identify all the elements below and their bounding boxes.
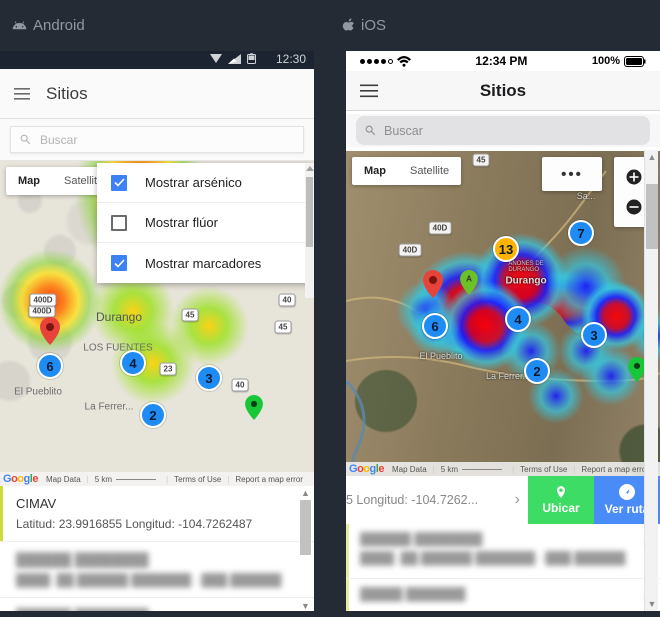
svg-text:A: A	[466, 275, 472, 284]
